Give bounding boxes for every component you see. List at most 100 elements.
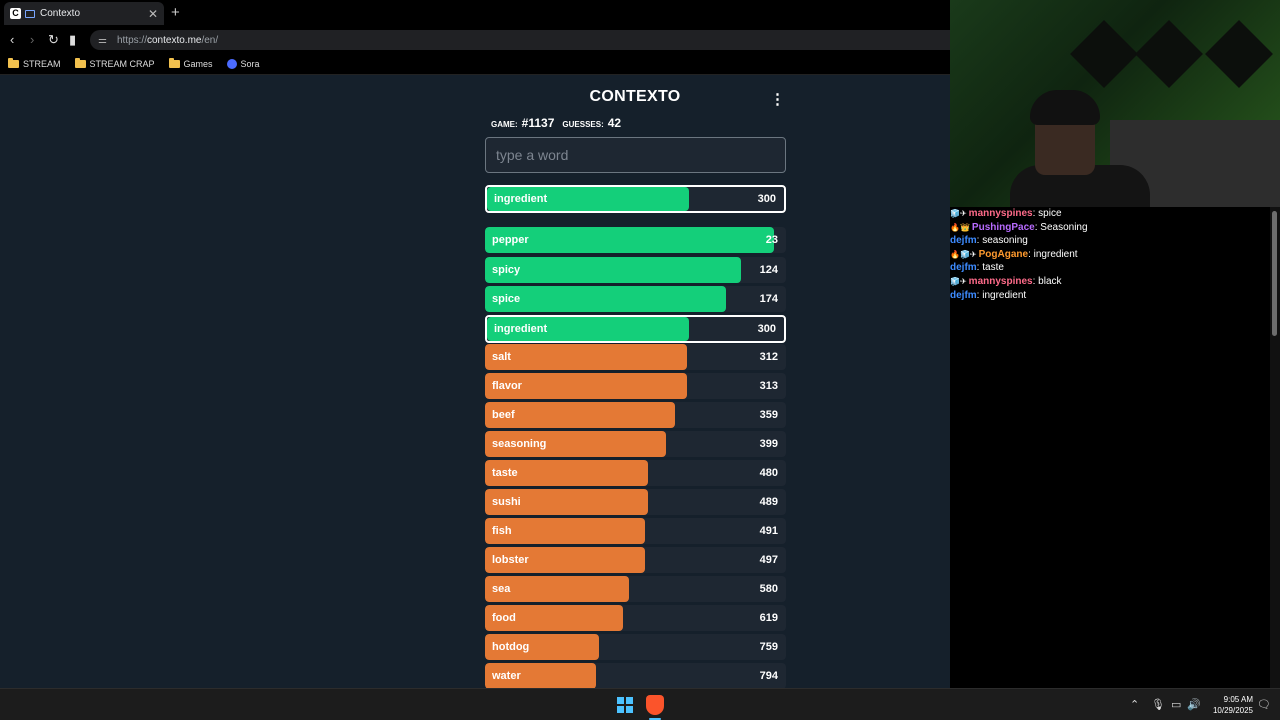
guesses-count: 42 [607, 116, 622, 130]
chat-text: seasoning [982, 235, 1028, 247]
last-guess-fill [487, 187, 689, 211]
chat-text: taste [982, 262, 1004, 274]
sora-icon [226, 58, 237, 69]
contexto-page: CONTEXTO ⋮ GAME: #1137 GUESSES: 42 ingre… [0, 76, 950, 688]
address-toolbar: ‹ › ↻ ▮ ⚌ https://contexto.me/en/ [0, 27, 950, 53]
streamer-hair [1030, 90, 1100, 125]
guess-word: taste [492, 467, 518, 479]
scrollbar-thumb[interactable] [1272, 211, 1277, 336]
bookmark-icon[interactable]: ▮ [69, 32, 77, 47]
tray-overflow-icon[interactable]: ⌃ [1130, 699, 1140, 711]
game-label: GAME: [491, 120, 518, 129]
bookmark-stream-crap[interactable]: STREAM CRAP [74, 57, 155, 69]
guess-word: sushi [492, 496, 521, 508]
chat-message: dejfm: seasoning [950, 235, 1028, 247]
guess-word: fish [492, 525, 512, 537]
guess-row: seasoning 399 [485, 431, 786, 457]
chat-scrollbar[interactable] [1270, 207, 1280, 688]
contexto-favicon: C [10, 8, 21, 19]
new-tab-icon[interactable]: + [171, 4, 180, 21]
guess-fill-bar [485, 460, 648, 486]
chat-username[interactable]: mannyspines [968, 275, 1033, 287]
chat-message: 🔥🧊✈ PogAgane: ingredient [950, 248, 1078, 260]
brave-browser-icon[interactable] [646, 695, 664, 715]
guess-distance: 300 [757, 323, 776, 335]
clock-date: 10/29/2025 [1212, 706, 1253, 715]
guess-distance: 759 [759, 641, 778, 653]
windows-start-icon[interactable] [617, 697, 633, 713]
guess-word: lobster [492, 554, 529, 566]
bookmarks-bar: STREAM STREAM CRAP Games Sora [0, 53, 950, 75]
guess-row: flavor 313 [485, 373, 786, 399]
chat-text: spice [1038, 208, 1062, 219]
bookmark-games[interactable]: Games [168, 57, 213, 69]
guess-fill-bar [485, 605, 624, 631]
browser-tab[interactable]: C Contexto ✕ [4, 2, 164, 25]
guess-word: spice [492, 293, 521, 305]
guess-fill-bar [485, 286, 726, 312]
guess-word: sea [492, 583, 511, 595]
folder-icon [8, 57, 19, 68]
bookmark-stream[interactable]: STREAM [8, 57, 61, 69]
guess-fill-bar [485, 227, 774, 253]
guess-row: salt 312 [485, 344, 786, 370]
guess-word: food [492, 612, 516, 624]
chat-username[interactable]: dejfm [950, 262, 977, 274]
guess-fill-bar [485, 344, 687, 370]
guess-distance: 23 [765, 234, 778, 246]
chat-username[interactable]: dejfm [950, 289, 977, 301]
chat-panel: 🧊✈ mannyspines: spice 🔥👑 PushingPace: Seaso… [950, 207, 1270, 688]
guess-distance: 124 [759, 264, 778, 276]
last-guess-distance: 300 [757, 193, 776, 205]
chat-username[interactable]: PushingPace [971, 221, 1035, 233]
guess-row: hotdog 759 [485, 634, 786, 660]
menu-icon[interactable]: ⋮ [770, 91, 785, 108]
guess-fill-bar [485, 663, 597, 688]
clock[interactable]: 9:05 AM 10/29/2025 [1205, 694, 1253, 716]
chat-badge-icons: 🧊✈ [950, 276, 967, 286]
url-bar[interactable]: ⚌ https://contexto.me/en/ [90, 30, 950, 50]
guess-distance: 580 [759, 583, 778, 595]
chat-username[interactable]: PogAgane [978, 248, 1029, 260]
guess-distance: 619 [759, 612, 778, 624]
guess-row: sea 580 [485, 576, 786, 602]
reload-icon[interactable]: ↻ [48, 32, 59, 47]
site-settings-icon[interactable]: ⚌ [98, 34, 107, 46]
guess-distance: 794 [759, 670, 778, 682]
windows-taskbar: ⌃ 🎙 ▭ 🔊 9:05 AM 10/29/2025 🗨 [0, 688, 1280, 720]
chat-text: Seasoning [1040, 221, 1088, 233]
guess-distance: 174 [759, 293, 778, 305]
guess-word: beef [492, 409, 515, 421]
microphone-icon[interactable]: 🎙 [1151, 699, 1165, 711]
guess-row: ingredient 300 [485, 315, 786, 343]
guess-fill-bar [485, 373, 687, 399]
chat-username[interactable]: dejfm [950, 235, 977, 247]
guess-distance: 359 [759, 409, 778, 421]
guess-fill-bar [485, 518, 645, 544]
guess-row: fish 491 [485, 518, 786, 544]
url-text: https://contexto.me/en/ [116, 34, 219, 46]
bookmark-sora[interactable]: Sora [226, 58, 260, 69]
guess-word: ingredient [494, 323, 548, 335]
back-icon[interactable]: ‹ [10, 32, 15, 47]
guess-row: taste 480 [485, 460, 786, 486]
network-icon[interactable]: ▭ [1171, 699, 1182, 711]
word-input[interactable] [496, 147, 756, 163]
guess-distance: 313 [759, 380, 778, 392]
guess-distance: 497 [759, 554, 778, 566]
notification-icon[interactable]: 🗨 [1257, 699, 1271, 711]
forward-icon[interactable]: › [30, 32, 35, 47]
volume-icon[interactable]: 🔊 [1187, 699, 1201, 711]
folder-icon [168, 57, 180, 68]
word-input-box[interactable] [485, 137, 786, 173]
folder-icon [74, 57, 86, 68]
chat-message: dejfm: taste [950, 262, 1004, 274]
guess-distance: 491 [759, 525, 778, 537]
chat-username[interactable]: mannyspines [968, 208, 1033, 219]
chat-badge-icons: 🔥👑 [950, 222, 970, 232]
guess-fill-bar [487, 317, 689, 341]
guess-fill-bar [485, 431, 666, 457]
chat-text: black [1038, 275, 1062, 287]
close-tab-icon[interactable]: ✕ [147, 6, 158, 21]
game-stats: GAME: #1137 GUESSES: 42 [491, 116, 629, 130]
